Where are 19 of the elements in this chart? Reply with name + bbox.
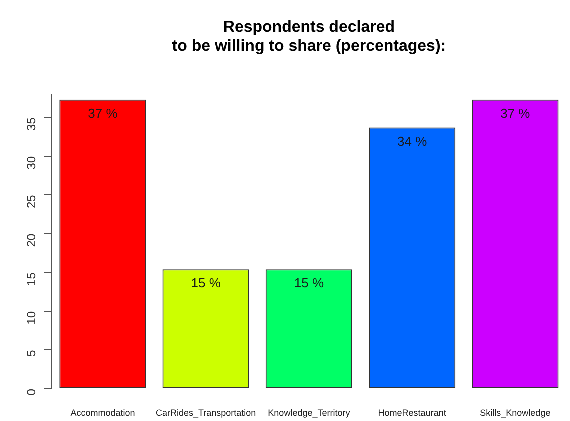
data-label: 37 % <box>88 106 118 121</box>
y-tick-label: 25 <box>24 194 39 209</box>
x-tick-label: Accommodation <box>70 408 136 418</box>
data-label: 37 % <box>500 106 531 121</box>
chart-title: Respondents declared to be willing to share (percentages): <box>172 19 446 56</box>
y-tick-label: 35 <box>24 117 39 132</box>
x-tick-label: Skills_Knowledge <box>480 408 551 418</box>
y-tick-label: 20 <box>24 234 39 248</box>
x-tick-label: HomeRestaurant <box>378 408 447 418</box>
data-label: 15 % <box>191 276 222 291</box>
y-tick-label: 30 <box>24 156 39 170</box>
y-tick-label: 5 <box>24 350 39 357</box>
y-tick-label: 15 <box>24 272 39 286</box>
y-tick-label: 0 <box>24 388 39 396</box>
data-label: 15 % <box>294 276 324 291</box>
y-tick-label: 10 <box>24 311 39 325</box>
data-label: 34 % <box>397 134 428 149</box>
x-tick-label: CarRides_Transportation <box>156 408 256 418</box>
x-tick-label: Knowledge_Territory <box>268 408 351 418</box>
